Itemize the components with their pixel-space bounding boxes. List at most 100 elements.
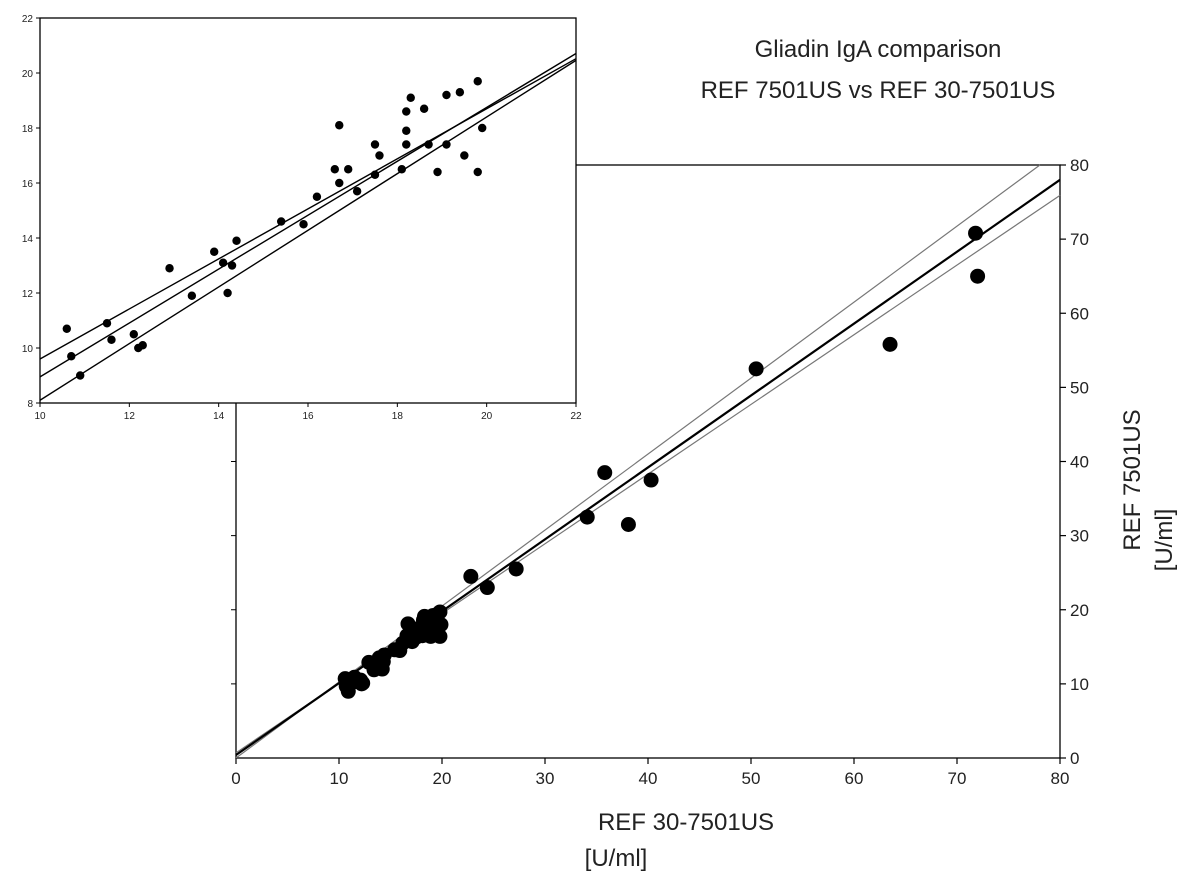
inset-data-point [397, 165, 406, 174]
main-data-point [355, 675, 371, 691]
inset-y-tick-label: 22 [22, 14, 34, 25]
inset-y-tick-label: 20 [22, 69, 34, 80]
inset-data-point [330, 165, 339, 174]
inset-data-point [232, 236, 241, 245]
x-axis-label-line-2: [U/ml] [585, 845, 648, 872]
inset-regression-line [39, 52, 577, 378]
main-x-tick-label: 50 [742, 769, 761, 788]
inset-x-tick-label: 20 [481, 411, 493, 422]
inset-data-point [402, 107, 411, 116]
inset-data-point [344, 165, 353, 174]
inset-data-point [455, 88, 465, 97]
main-x-ticks: 0 10 20 30 40 50 60 70 80 [231, 758, 1069, 788]
main-x-tick-label: 70 [948, 769, 967, 788]
main-data-point [432, 628, 448, 644]
main-data-point [508, 561, 524, 577]
main-data-point [463, 568, 479, 584]
inset-data-point [424, 140, 433, 149]
inset-plot-frame [39, 17, 577, 404]
inset-data-point [107, 335, 116, 344]
main-x-tick-label: 20 [433, 769, 452, 788]
main-y-tick-label: 0 [1070, 749, 1079, 768]
main-y-tick-label: 10 [1070, 675, 1089, 694]
inset-data-point [62, 324, 71, 333]
inset-y-tick-label: 18 [22, 124, 34, 135]
inset-data-point [419, 104, 429, 113]
inset-regression-lines [39, 52, 577, 401]
inset-data-point [370, 140, 380, 149]
main-x-tick-label: 10 [330, 769, 349, 788]
y-axis-label-line-2: [U/ml] [1151, 509, 1178, 572]
main-y-tick-label: 40 [1070, 453, 1089, 472]
inset-data-point [370, 170, 380, 179]
main-data-point [620, 517, 636, 533]
inset-confidence-line [39, 58, 577, 360]
inset-x-tick-label: 18 [392, 411, 404, 422]
inset-y-tick-label: 12 [22, 289, 34, 300]
inset-data-point [402, 126, 411, 135]
inset-data-point [312, 192, 322, 201]
inset-data-point [76, 371, 85, 380]
inset-x-tick-label: 16 [302, 411, 314, 422]
inset-data-point [460, 151, 469, 160]
inset-y-tick-label: 14 [22, 234, 34, 245]
inset-y-tick-label: 16 [22, 179, 34, 190]
inset-data-point [402, 140, 411, 149]
main-data-points [337, 225, 986, 699]
inset-data-point [187, 291, 197, 300]
inset-data-point [442, 90, 451, 100]
main-data-point [968, 225, 984, 241]
inset-data-point [277, 217, 286, 226]
main-data-point [748, 361, 764, 377]
inset-data-point [165, 264, 174, 273]
inset-data-point [335, 178, 344, 188]
y-axis-label-line-1: REF 7501US [1119, 409, 1146, 550]
main-data-point [432, 604, 448, 620]
main-y-ticks: 0 10 20 30 40 50 60 70 80 [1060, 156, 1089, 768]
inset-data-point [352, 187, 362, 196]
inset-data-point [478, 123, 487, 133]
main-data-point [643, 472, 659, 488]
main-x-tick-label: 60 [845, 769, 864, 788]
main-x-tick-label: 30 [536, 769, 555, 788]
inset-data-point [442, 140, 451, 149]
inset-plot: 10 12 14 16 18 20 22 8 10 12 14 16 18 20 22 [22, 14, 582, 422]
inset-x-tick-label: 22 [570, 411, 582, 422]
inset-data-point [473, 77, 482, 86]
inset-data-point [335, 121, 344, 130]
inset-data-point [299, 220, 308, 229]
inset-x-tick-label: 14 [213, 411, 225, 422]
main-x-tick-label: 80 [1051, 769, 1070, 788]
main-x-tick-label: 40 [639, 769, 658, 788]
main-data-point [433, 617, 449, 633]
inset-y-tick-label: 10 [22, 344, 34, 355]
main-x-tick-label: 0 [231, 769, 240, 788]
inset-x-tick-label: 12 [124, 411, 136, 422]
main-data-point [970, 268, 986, 284]
main-y-tick-label: 80 [1070, 156, 1089, 175]
main-y-tick-label: 50 [1070, 378, 1089, 397]
inset-data-points [62, 77, 487, 380]
x-axis-label-line-1: REF 30-7501US [598, 809, 774, 836]
inset-data-point [210, 247, 219, 256]
main-data-point [597, 465, 613, 481]
inset-y-tick-label: 8 [27, 399, 33, 410]
inset-y-ticks: 8 10 12 14 16 18 20 22 [22, 14, 40, 410]
inset-data-point [138, 341, 147, 350]
inset-data-point [406, 93, 415, 102]
inset-x-ticks: 10 12 14 16 18 20 22 [34, 403, 582, 422]
chart-title-line-1: Gliadin IgA comparison [755, 36, 1002, 63]
main-y-tick-label: 20 [1070, 601, 1089, 620]
main-data-point [579, 509, 595, 525]
inset-data-point [218, 258, 228, 267]
inset-data-point [102, 319, 112, 328]
main-y-tick-label: 60 [1070, 304, 1089, 323]
inset-confidence-line [39, 59, 577, 401]
inset-data-point [67, 352, 76, 361]
inset-data-point [129, 330, 138, 339]
main-y-tick-label: 30 [1070, 527, 1089, 546]
inset-data-point [473, 167, 482, 177]
chart-title-line-2: REF 7501US vs REF 30-7501US [701, 77, 1056, 104]
inset-data-point [375, 151, 384, 160]
